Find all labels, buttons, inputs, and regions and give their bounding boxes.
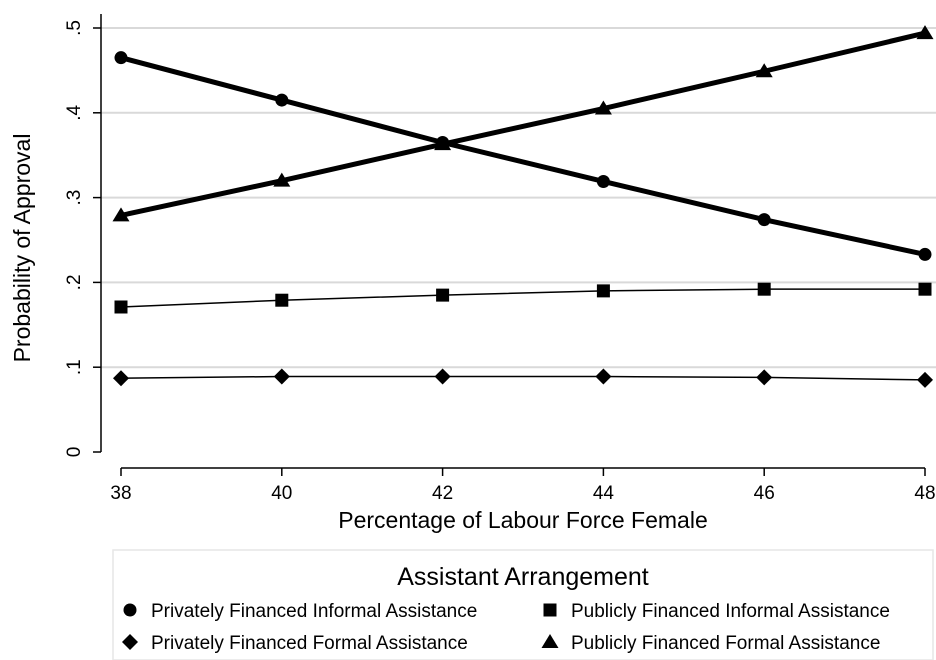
y-tick-label: 0 [64, 447, 85, 458]
legend-title: Assistant Arrangement [397, 563, 649, 591]
data-point-diamond [917, 371, 933, 388]
data-point-circle [757, 213, 771, 227]
data-point-square [596, 284, 610, 298]
data-point-triangle [434, 136, 452, 151]
legend-label-square: Publicly Financed Informal Assistance [571, 601, 890, 622]
data-point-triangle [594, 100, 612, 115]
data-point-circle [918, 247, 932, 261]
data-point-triangle [273, 172, 291, 187]
legend-box [112, 549, 934, 660]
x-tick-label: 42 [432, 483, 453, 504]
y-tick-label: .1 [64, 359, 85, 375]
x-tick-label: 38 [110, 483, 131, 504]
data-point-diamond [113, 370, 129, 387]
legend-items: Privately Financed Informal Assistance Pu… [122, 601, 890, 654]
data-point-triangle [755, 63, 773, 78]
legend-marker-circle [123, 603, 137, 617]
x-tick-label: 48 [914, 483, 935, 504]
legend-label-circle: Privately Financed Informal Assistance [151, 601, 477, 622]
x-tick-label: 46 [754, 483, 775, 504]
legend-label-triangle: Publicly Financed Formal Assistance [571, 633, 880, 654]
series-line-square [120, 288, 925, 308]
grid-lines [101, 27, 936, 369]
y-tick-label: .4 [64, 104, 85, 120]
x-tick-label: 40 [271, 483, 292, 504]
legend-marker-triangle [541, 634, 559, 648]
series-line-circle [120, 55, 926, 257]
data-point-circle [596, 174, 610, 188]
data-point-square [436, 288, 450, 302]
data-point-square [114, 300, 128, 314]
series-markers [112, 25, 934, 388]
legend-marker-diamond [122, 634, 138, 650]
y-tick-label: .2 [64, 274, 85, 290]
axes: 0 .1 .2 .3 .4 .5 38 40 42 44 46 48 [64, 14, 936, 504]
data-point-triangle [916, 25, 934, 40]
y-axis-title: Probability of Approval [9, 134, 35, 363]
data-point-circle [275, 93, 289, 107]
y-tick-label: .3 [64, 190, 85, 206]
data-point-triangle [112, 207, 130, 222]
legend: Assistant Arrangement Privately Financed… [112, 549, 934, 660]
series-lines [120, 30, 926, 381]
series-line-triangle [120, 30, 926, 218]
legend-marker-square [543, 603, 557, 617]
data-point-diamond [434, 368, 451, 385]
series-line-diamond [120, 375, 926, 381]
x-tick-label: 44 [593, 483, 615, 504]
legend-label-diamond: Privately Financed Formal Assistance [151, 633, 468, 654]
y-tick-label: .5 [64, 20, 85, 36]
x-axis-title: Percentage of Labour Force Female [338, 507, 707, 533]
data-point-diamond [273, 368, 290, 385]
data-point-circle [114, 51, 128, 65]
data-point-square [757, 282, 771, 296]
data-point-square [918, 282, 932, 296]
data-point-diamond [595, 368, 612, 385]
data-point-square [275, 293, 289, 307]
data-point-diamond [756, 369, 773, 386]
